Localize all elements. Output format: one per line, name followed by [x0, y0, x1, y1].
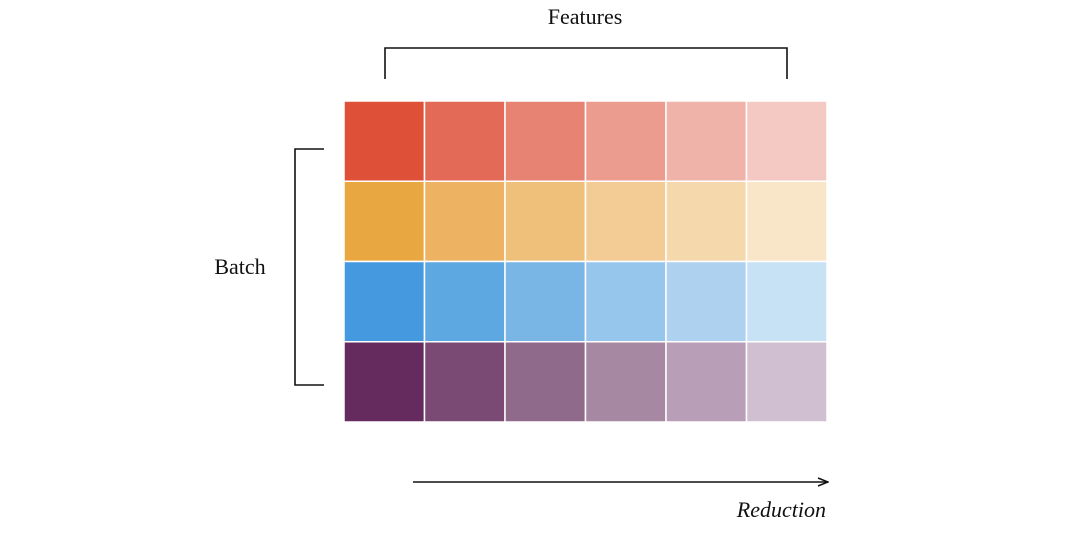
cell-grid — [343, 100, 828, 423]
grid-cell — [745, 180, 828, 263]
grid-cell — [584, 180, 667, 263]
grid-cell — [423, 180, 506, 263]
grid-cell — [423, 100, 506, 182]
grid-cell — [665, 260, 748, 343]
grid-cell — [504, 341, 587, 423]
grid-cell — [423, 260, 506, 343]
grid-cell — [423, 341, 506, 423]
grid-cell — [584, 341, 667, 423]
grid-cell — [745, 260, 828, 343]
grid-cell — [504, 100, 587, 182]
batch-label: Batch — [214, 254, 265, 279]
features-bracket — [384, 47, 788, 79]
grid-cell — [343, 180, 426, 263]
grid-cell — [745, 341, 828, 423]
grid-cell — [584, 260, 667, 343]
grid-cell — [504, 180, 587, 263]
grid-cell — [665, 100, 748, 182]
grid-cell — [665, 180, 748, 263]
reduction-label: Reduction — [736, 497, 826, 522]
grid-cell — [343, 341, 426, 423]
grid-cell — [665, 341, 748, 423]
features-label: Features — [548, 4, 623, 29]
grid-cell — [745, 100, 828, 182]
grid-cell — [504, 260, 587, 343]
grid-cell — [584, 100, 667, 182]
grid-cell — [343, 260, 426, 343]
grid-cell — [343, 100, 426, 182]
batch-bracket — [294, 148, 324, 386]
